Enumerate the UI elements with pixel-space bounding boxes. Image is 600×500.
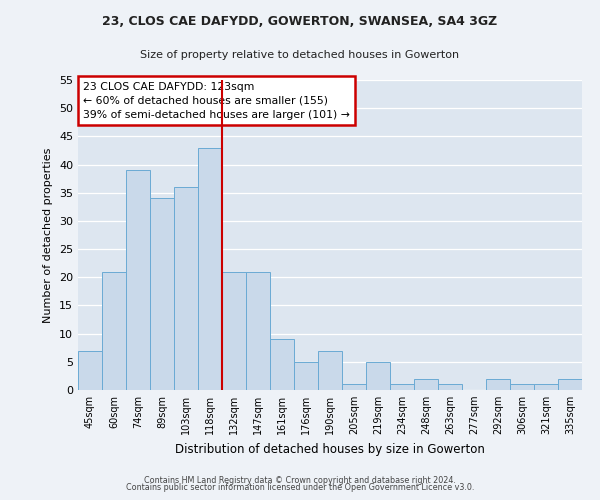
Bar: [318, 350, 342, 390]
Bar: [174, 187, 198, 390]
Bar: [294, 362, 318, 390]
X-axis label: Distribution of detached houses by size in Gowerton: Distribution of detached houses by size …: [175, 442, 485, 456]
Bar: [102, 272, 126, 390]
Bar: [150, 198, 174, 390]
Text: 23, CLOS CAE DAFYDD, GOWERTON, SWANSEA, SA4 3GZ: 23, CLOS CAE DAFYDD, GOWERTON, SWANSEA, …: [103, 15, 497, 28]
Bar: [414, 378, 438, 390]
Bar: [342, 384, 366, 390]
Text: Contains public sector information licensed under the Open Government Licence v3: Contains public sector information licen…: [126, 484, 474, 492]
Bar: [78, 350, 102, 390]
Bar: [198, 148, 222, 390]
Bar: [438, 384, 462, 390]
Y-axis label: Number of detached properties: Number of detached properties: [43, 148, 53, 322]
Bar: [270, 340, 294, 390]
Bar: [390, 384, 414, 390]
Bar: [366, 362, 390, 390]
Bar: [486, 378, 510, 390]
Text: Contains HM Land Registry data © Crown copyright and database right 2024.: Contains HM Land Registry data © Crown c…: [144, 476, 456, 485]
Text: Size of property relative to detached houses in Gowerton: Size of property relative to detached ho…: [140, 50, 460, 60]
Bar: [246, 272, 270, 390]
Bar: [534, 384, 558, 390]
Bar: [126, 170, 150, 390]
Text: 23 CLOS CAE DAFYDD: 123sqm
← 60% of detached houses are smaller (155)
39% of sem: 23 CLOS CAE DAFYDD: 123sqm ← 60% of deta…: [83, 82, 350, 120]
Bar: [558, 378, 582, 390]
Bar: [510, 384, 534, 390]
Bar: [222, 272, 246, 390]
